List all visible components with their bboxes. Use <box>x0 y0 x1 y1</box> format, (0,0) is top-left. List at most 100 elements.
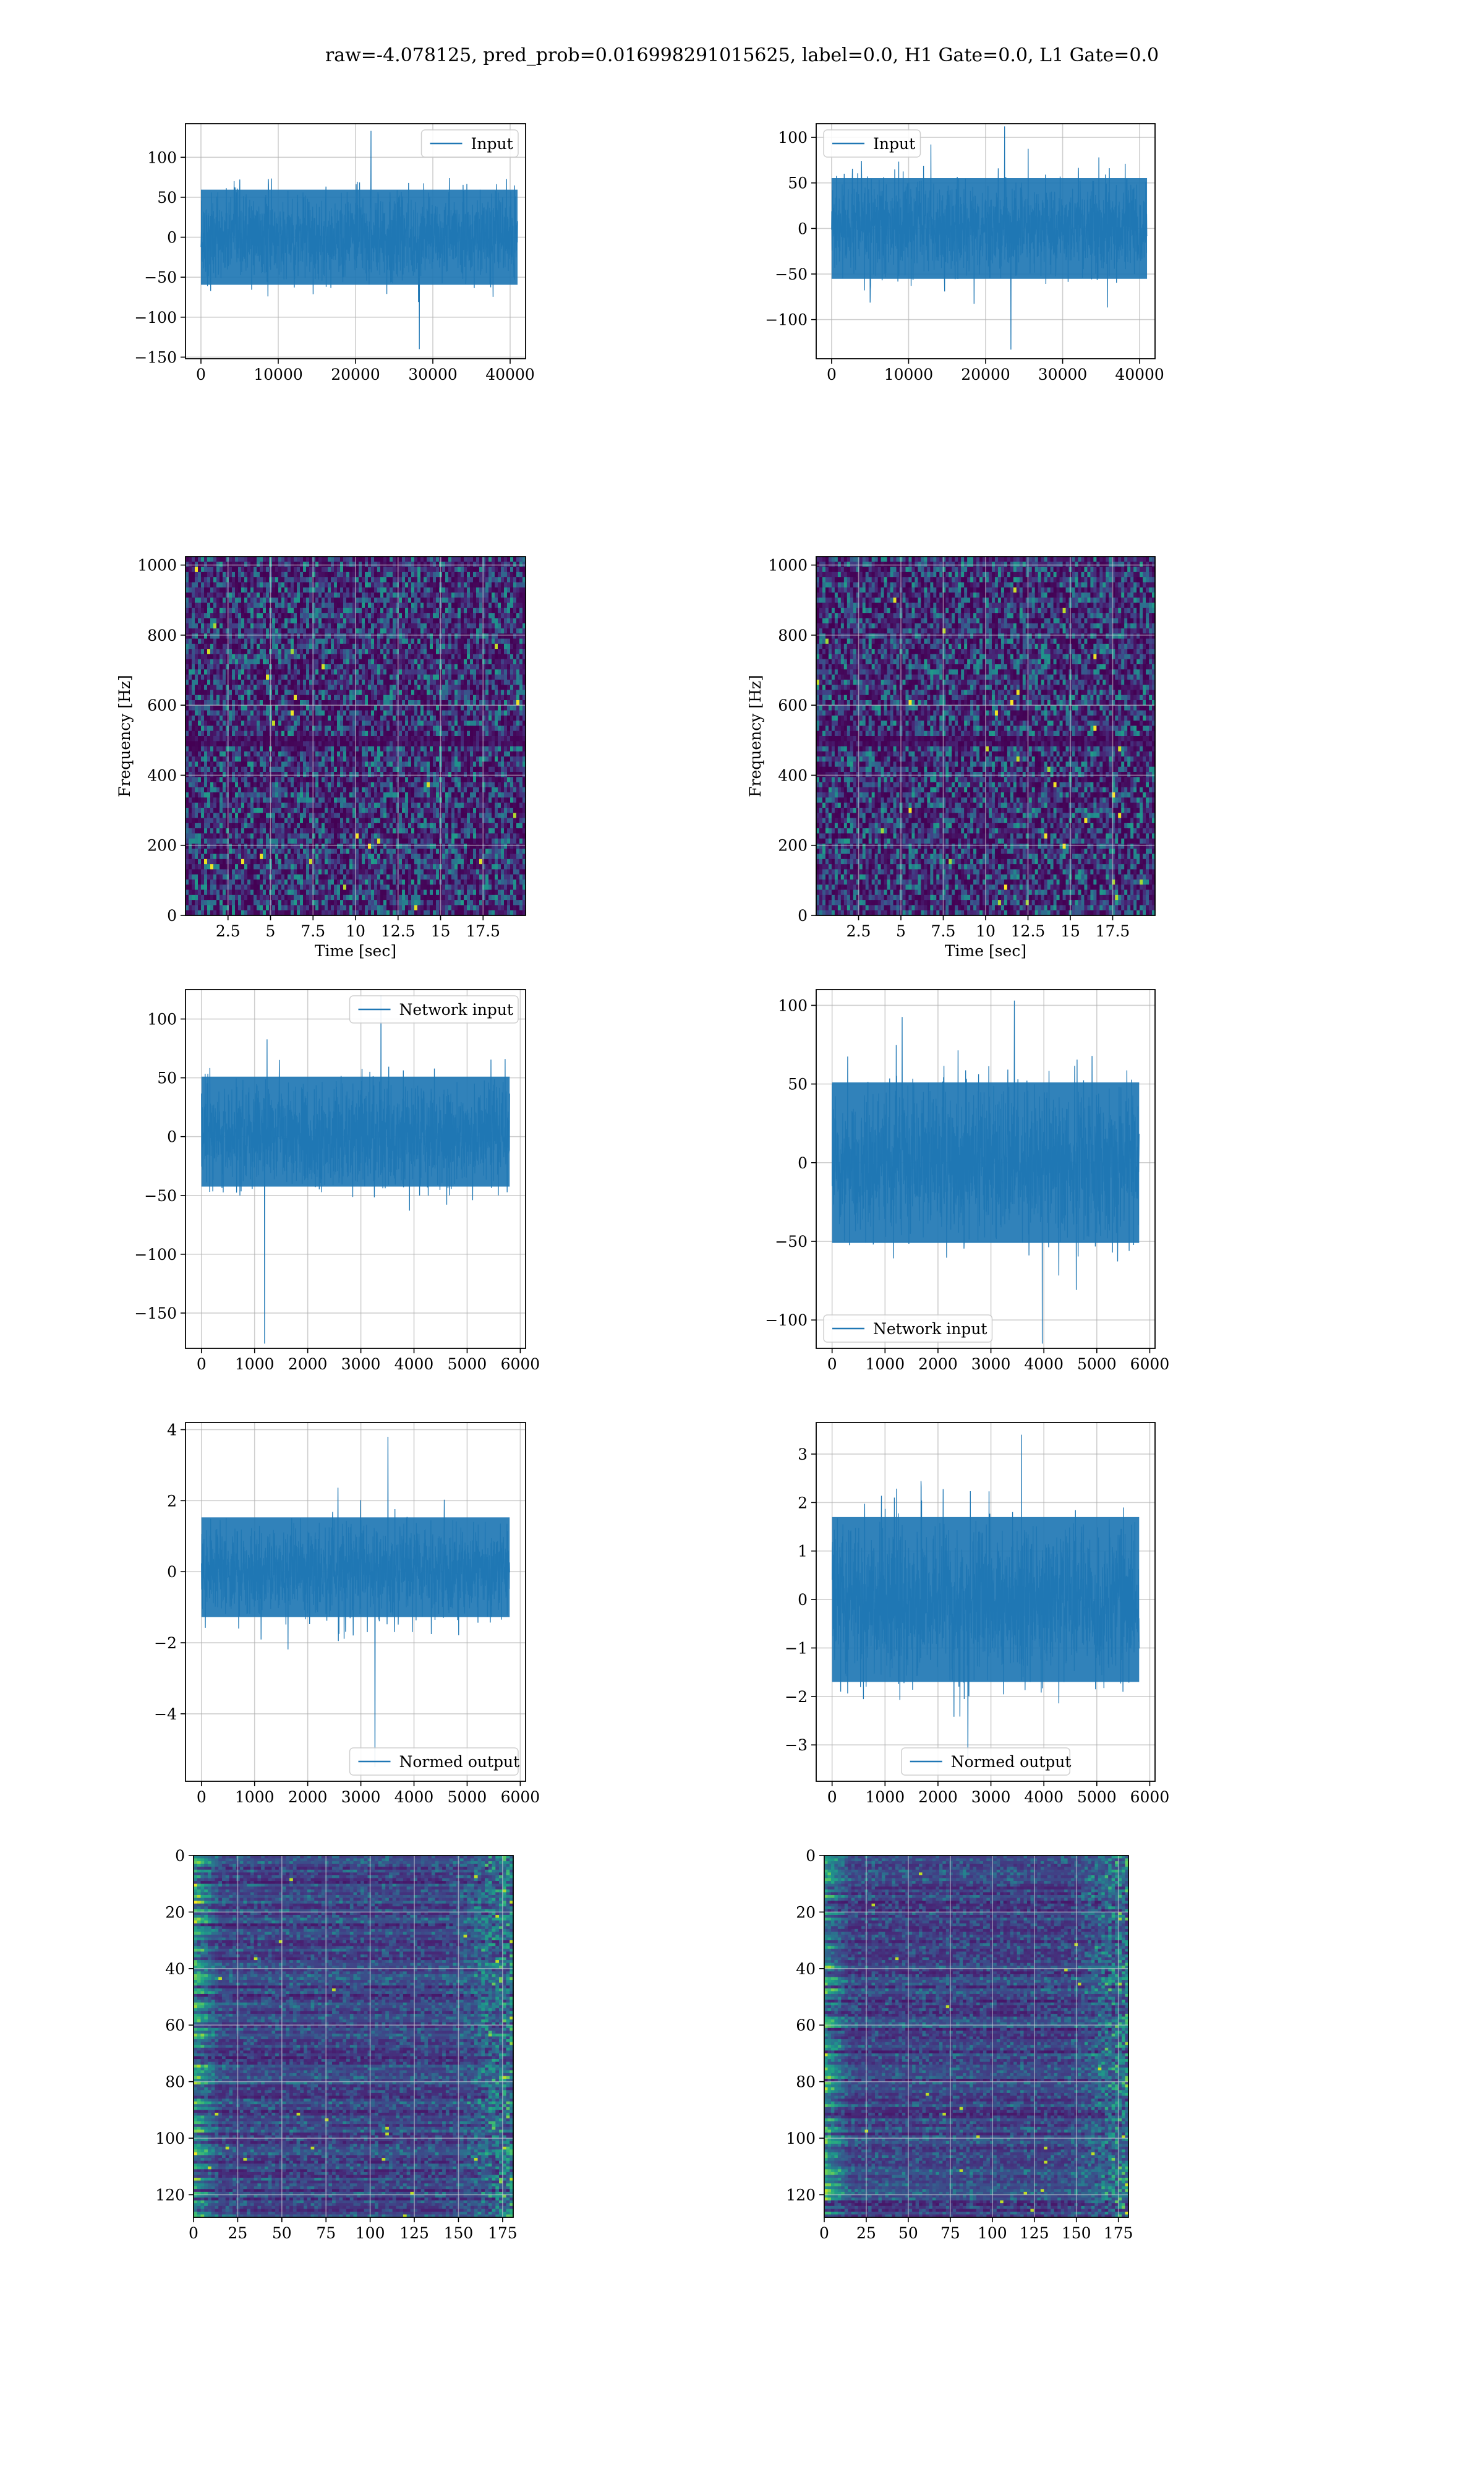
heatmap-cell <box>223 633 226 639</box>
heatmap-cell <box>291 572 294 578</box>
heatmap-cell <box>250 633 254 639</box>
heatmap-cell <box>201 603 205 609</box>
heatmap-cell <box>399 582 403 588</box>
heatmap-cell <box>207 680 211 685</box>
heatmap-cell <box>436 623 440 629</box>
heatmap-cell <box>315 582 319 588</box>
heatmap-cell <box>485 675 489 680</box>
heatmap-cell <box>427 593 430 598</box>
heatmap-cell <box>464 649 467 654</box>
heatmap-cell <box>349 618 353 623</box>
heatmap-cell <box>454 664 458 670</box>
heatmap-cell <box>192 613 195 618</box>
heatmap-cell <box>396 618 399 623</box>
heatmap-cell <box>362 577 365 583</box>
heatmap-cell <box>226 603 229 609</box>
heatmap-cell <box>386 603 390 609</box>
heatmap-cell <box>343 669 347 675</box>
heatmap-cell <box>479 639 483 644</box>
heatmap-cell <box>368 618 372 623</box>
heatmap-cell <box>464 567 467 573</box>
heatmap-cell <box>254 588 257 593</box>
heatmap-cell <box>519 613 523 618</box>
heatmap-cell <box>411 557 415 562</box>
heatmap-cell <box>498 623 501 629</box>
heatmap-cell <box>495 659 498 665</box>
heatmap-cell <box>260 685 263 690</box>
heatmap-cell <box>201 593 205 598</box>
heatmap-cell <box>260 654 263 659</box>
heatmap-cell <box>306 597 310 603</box>
heatmap-cell <box>220 567 223 573</box>
heatmap-cell <box>297 597 301 603</box>
heatmap-cell <box>485 690 489 695</box>
heatmap-cell <box>294 582 297 588</box>
heatmap-cell <box>300 572 304 578</box>
heatmap-cell <box>349 695 353 701</box>
heatmap-cell <box>337 669 341 675</box>
heatmap-cell <box>383 649 387 654</box>
heatmap-cell <box>386 664 390 670</box>
heatmap-cell <box>189 659 192 665</box>
heatmap-cell <box>396 577 399 583</box>
heatmap-cell <box>220 659 223 665</box>
heatmap-cell <box>510 664 514 670</box>
heatmap-cell <box>297 639 301 644</box>
heatmap-cell <box>519 628 523 634</box>
heatmap-cell <box>399 572 403 578</box>
heatmap-cell <box>510 557 514 562</box>
heatmap-cell <box>448 567 452 573</box>
heatmap-cell <box>334 562 338 567</box>
heatmap-cell <box>516 680 520 685</box>
heatmap-cell <box>513 623 517 629</box>
heatmap-cell <box>288 603 291 609</box>
heatmap-cell <box>278 685 282 690</box>
heatmap-cell <box>232 557 236 562</box>
heatmap-cell <box>210 664 214 670</box>
heatmap-cell <box>516 608 520 614</box>
heatmap-cell <box>272 649 276 654</box>
heatmap-cell <box>300 597 304 603</box>
heatmap-cell <box>513 628 517 634</box>
heatmap-cell <box>513 654 517 659</box>
heatmap-cell <box>328 628 331 634</box>
heatmap-cell <box>479 618 483 623</box>
heatmap-cell <box>349 644 353 649</box>
heatmap-cell <box>257 669 260 675</box>
heatmap-cell <box>488 695 492 701</box>
heatmap-cell <box>513 593 517 598</box>
heatmap-cell <box>424 685 427 690</box>
heatmap-cell <box>399 695 403 701</box>
heatmap-cell <box>476 680 480 685</box>
heatmap-cell <box>377 695 381 701</box>
heatmap-cell <box>405 690 409 695</box>
heatmap-cell <box>254 675 257 680</box>
heatmap-cell <box>207 567 211 573</box>
heatmap-cell <box>322 572 325 578</box>
heatmap-cell <box>501 659 505 665</box>
heatmap-cell <box>213 680 217 685</box>
heatmap-cell <box>476 572 480 578</box>
heatmap-cell <box>504 685 508 690</box>
heatmap-cell <box>485 695 489 701</box>
heatmap-cell <box>414 633 418 639</box>
heatmap-cell <box>458 628 461 634</box>
heatmap-cell <box>189 572 192 578</box>
heatmap-cell <box>448 654 452 659</box>
heatmap-cell <box>337 623 341 629</box>
heatmap-cell <box>504 669 508 675</box>
heatmap-cell <box>260 680 263 685</box>
heatmap-cell <box>390 685 393 690</box>
heatmap-cell <box>464 680 467 685</box>
heatmap-cell <box>346 680 350 685</box>
heatmap-cell <box>204 690 208 695</box>
heatmap-cell <box>365 567 369 573</box>
heatmap-cell <box>260 659 263 665</box>
heatmap-cell <box>359 613 362 618</box>
heatmap-cell <box>343 633 347 639</box>
heatmap-cell <box>436 562 440 567</box>
heatmap-cell <box>374 649 378 654</box>
heatmap-cell <box>359 628 362 634</box>
heatmap-cell <box>448 557 452 562</box>
heatmap-cell <box>510 644 514 649</box>
